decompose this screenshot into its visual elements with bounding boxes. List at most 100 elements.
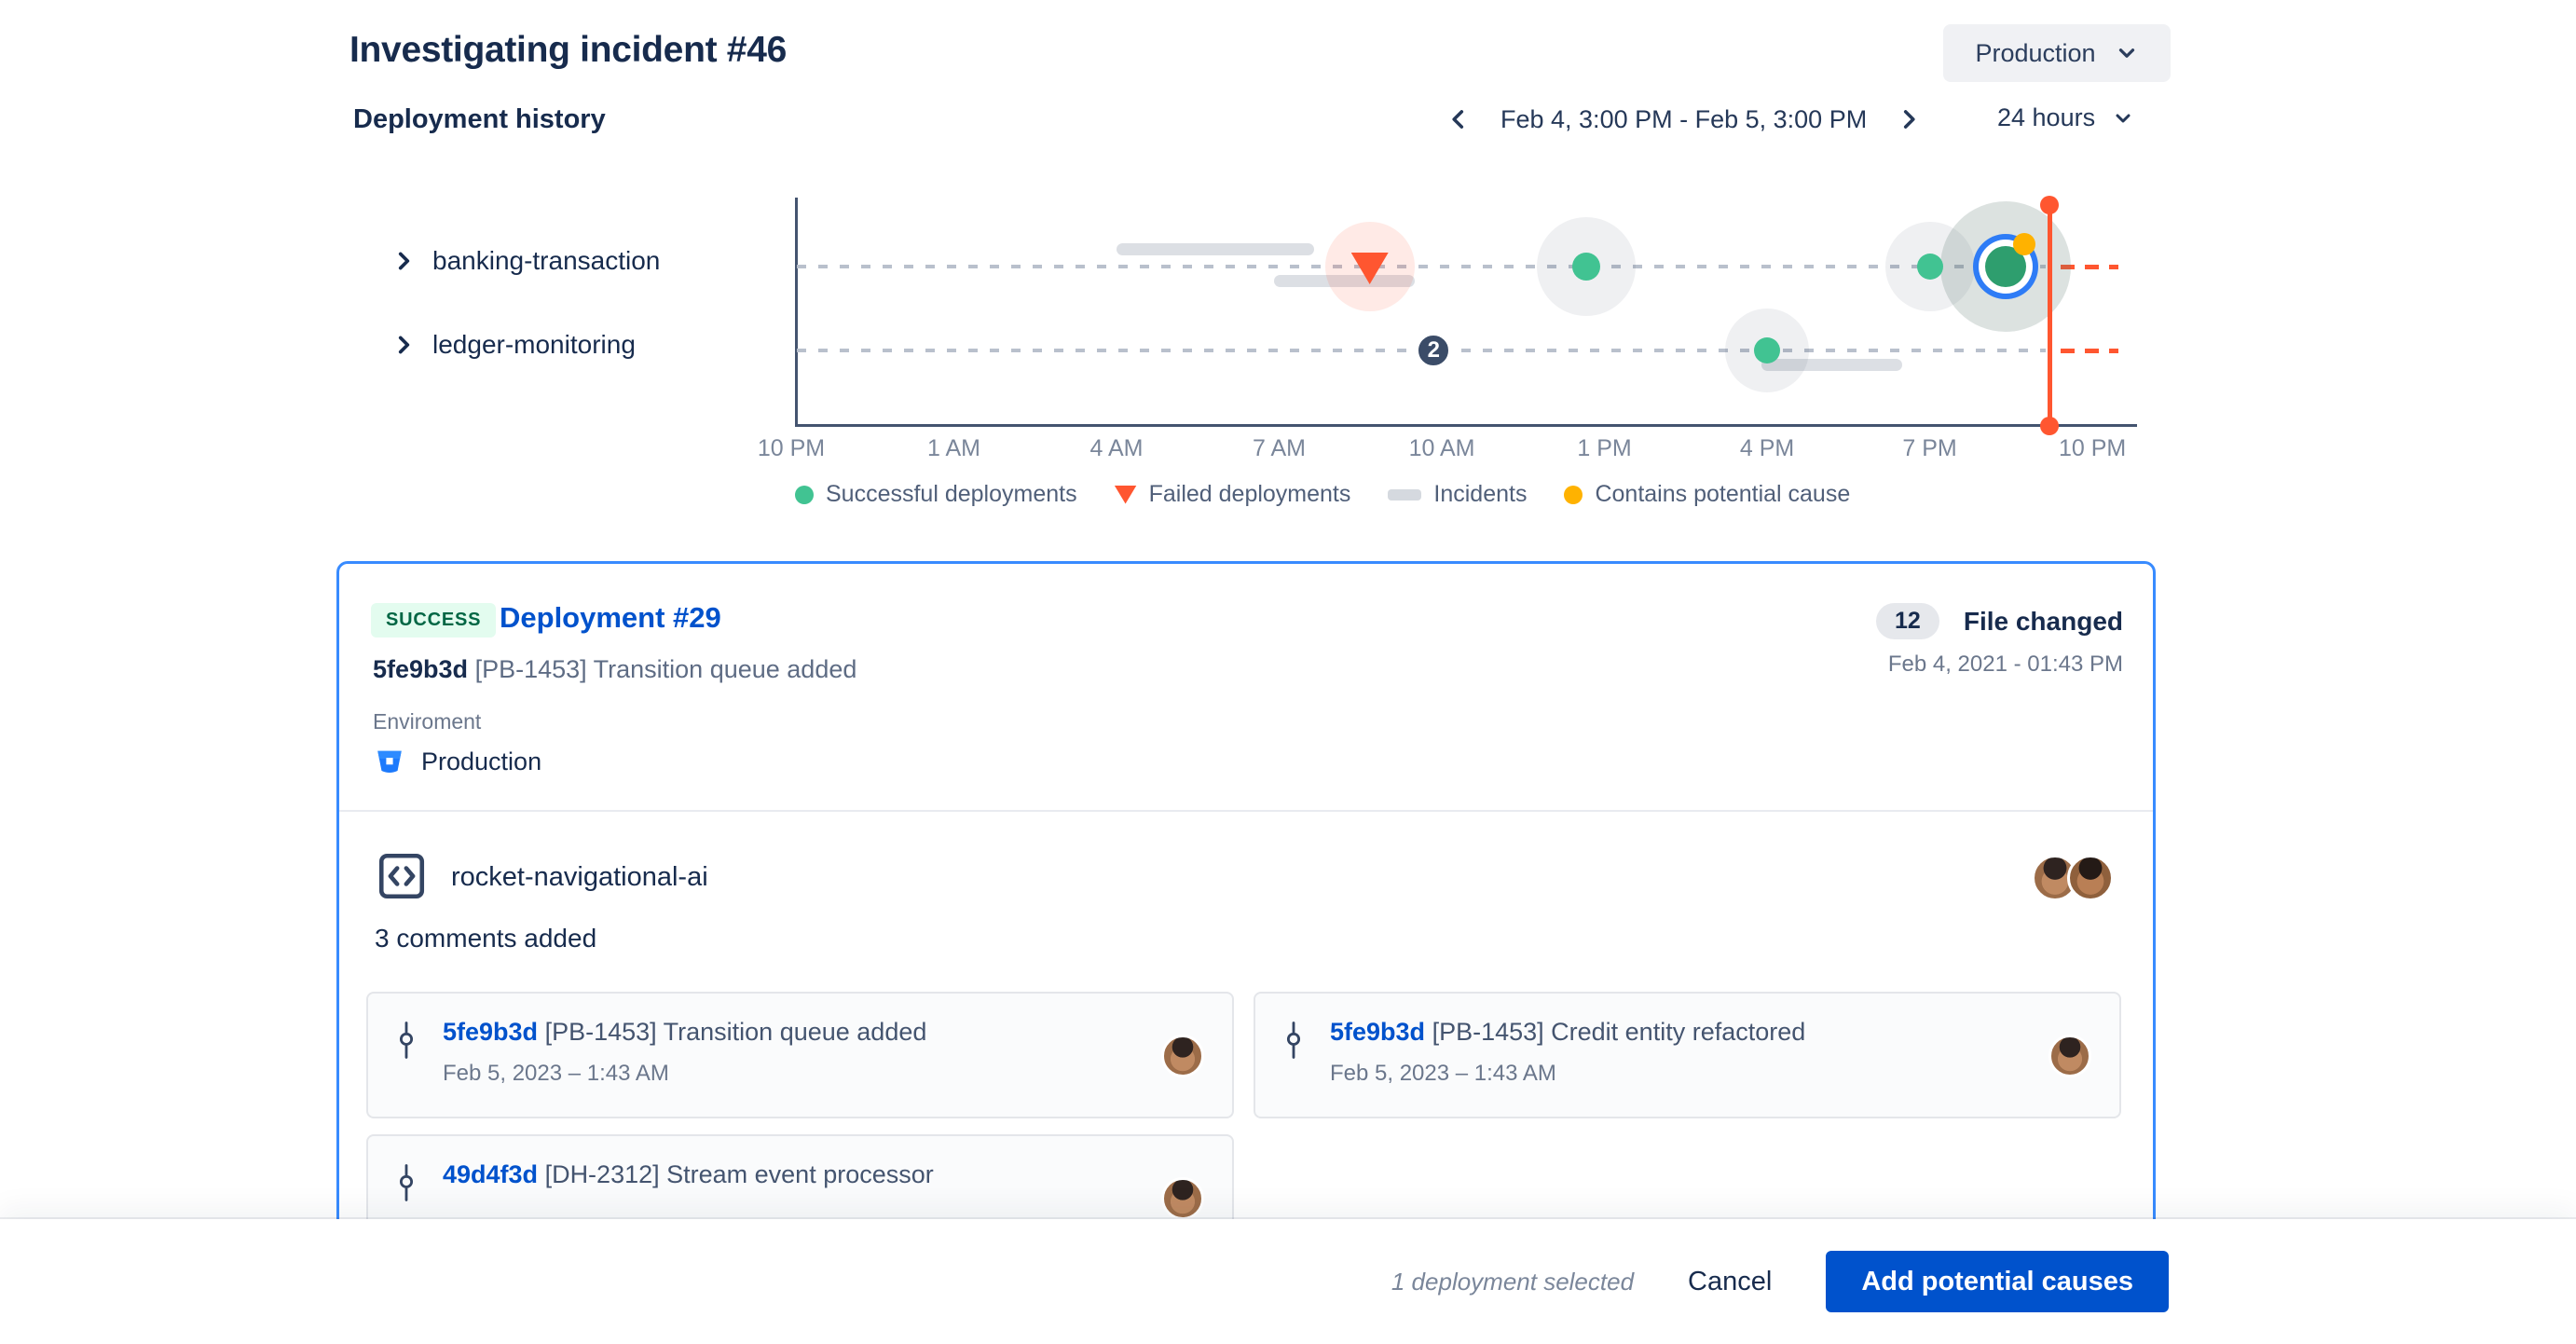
chart-x-tick-labels: 10 PM 1 AM 4 AM 7 AM 10 AM 1 PM 4 PM 7 PM 10 PM [758, 435, 2137, 465]
comments-summary: 3 comments added [375, 924, 597, 953]
row-gridline-alert [2061, 349, 2118, 353]
chevron-right-icon [1895, 106, 1921, 132]
red-triangle-icon [1114, 485, 1137, 504]
repository-code-icon [375, 849, 429, 903]
commit-line: 5fe9b3d [PB-1453] Transition queue added [443, 1018, 926, 1047]
commit-message: [PB-1453] Transition queue added [474, 655, 857, 683]
commit-line: 49d4f3d [DH-2312] Stream event processor [443, 1160, 934, 1189]
avatar[interactable] [1161, 1177, 1204, 1220]
axis-tick-label: 7 AM [1253, 435, 1307, 461]
commit-line: 5fe9b3d [PB-1453] Credit entity refactor… [1330, 1018, 1805, 1047]
page-title: Investigating incident #46 [349, 30, 787, 70]
commit-message: [DH-2312] Stream event processor [544, 1160, 934, 1188]
git-commit-icon [1281, 1022, 1306, 1059]
commit-hash-link[interactable]: 49d4f3d [443, 1160, 539, 1188]
yellow-dot-icon [1564, 485, 1583, 504]
range-duration-value: 24 hours [1997, 103, 2096, 131]
environment-selector-dropdown[interactable]: Production [1943, 24, 2171, 82]
axis-tick-label: 7 PM [1902, 435, 1957, 461]
contributor-avatars [2032, 855, 2114, 901]
files-changed-row: 12 File changed [1875, 603, 2123, 639]
repository-name: rocket-navigational-ai [451, 862, 708, 892]
service-row-ledger-monitoring[interactable]: ledger-monitoring [391, 330, 636, 360]
row-gridline [797, 265, 2046, 268]
legend-label: Contains potential cause [1595, 481, 1851, 507]
incident-time-marker-dot [2039, 417, 2059, 435]
card-divider [339, 810, 2153, 812]
successful-deployment-marker[interactable] [1916, 254, 1943, 280]
date-range-navigator: Feb 4, 3:00 PM - Feb 5, 3:00 PM [1443, 103, 1925, 136]
commit-hash-link[interactable]: 5fe9b3d [1330, 1018, 1426, 1046]
legend-item-successful: Successful deployments [795, 481, 1077, 508]
section-title: Deployment history [353, 104, 606, 134]
axis-tick-label: 10 AM [1408, 435, 1475, 461]
range-duration-dropdown[interactable]: 24 hours [1992, 103, 2140, 133]
selection-summary: 1 deployment selected [1391, 1267, 1635, 1296]
selected-deployment-card: SUCCESS Deployment #29 5fe9b3d [PB-1453]… [336, 561, 2156, 1261]
deployment-title-link[interactable]: Deployment #29 [500, 601, 721, 634]
commit-card[interactable]: 5fe9b3d [PB-1453] Credit entity refactor… [1254, 992, 2121, 1118]
action-footer: 1 deployment selected Cancel Add potenti… [0, 1219, 2576, 1344]
next-range-button[interactable] [1891, 103, 1925, 136]
chart-y-axis [795, 198, 798, 426]
service-label: banking-transaction [432, 246, 661, 275]
incident-time-marker-line [2047, 203, 2052, 426]
cancel-button[interactable]: Cancel [1682, 1257, 1777, 1307]
legend-item-potential-cause: Contains potential cause [1564, 481, 1850, 508]
date-range-label: Feb 4, 3:00 PM - Feb 5, 3:00 PM [1500, 104, 1868, 133]
commit-hash: 5fe9b3d [373, 655, 469, 683]
status-badge: SUCCESS [371, 603, 497, 638]
previous-range-button[interactable] [1443, 103, 1476, 136]
git-commit-icon [394, 1164, 418, 1201]
environment-selector-value: Production [1975, 38, 2096, 67]
chart-legend: Successful deployments Failed deployment… [795, 481, 1850, 508]
incident-time-marker-dot [2039, 196, 2059, 214]
incident-bar [1117, 243, 1315, 255]
deployment-timeline-plot: 2 [795, 196, 2137, 435]
git-commit-icon [394, 1022, 418, 1059]
avatar[interactable] [2067, 855, 2114, 901]
avatar[interactable] [1161, 1035, 1204, 1077]
chevron-right-icon [391, 249, 416, 273]
chevron-left-icon [1446, 106, 1473, 132]
chevron-right-icon [391, 333, 416, 357]
axis-tick-label: 1 PM [1577, 435, 1632, 461]
row-gridline-alert [2061, 265, 2118, 269]
incident-bar [1761, 359, 1903, 371]
gray-bar-icon [1388, 488, 1422, 501]
commit-date: Feb 5, 2023 – 1:43 AM [1330, 1061, 1556, 1086]
service-row-banking-transaction[interactable]: banking-transaction [391, 246, 660, 276]
chart-x-axis [795, 424, 2137, 427]
avatar[interactable] [2048, 1035, 2091, 1077]
deployment-cluster-badge[interactable]: 2 [1415, 332, 1453, 369]
add-potential-causes-button[interactable]: Add potential causes [1826, 1251, 2169, 1312]
commit-message: [PB-1453] Credit entity refactored [1432, 1018, 1806, 1046]
chevron-down-icon [2112, 107, 2134, 130]
commit-date: Feb 5, 2023 – 1:43 AM [443, 1061, 669, 1086]
commit-card[interactable]: 5fe9b3d [PB-1453] Transition queue added… [366, 992, 1234, 1118]
successful-deployment-marker[interactable] [1571, 253, 1600, 281]
legend-item-failed: Failed deployments [1114, 481, 1351, 508]
environment-value: Production [421, 747, 542, 775]
axis-tick-label: 10 PM [2058, 435, 2127, 461]
legend-label: Incidents [1433, 481, 1528, 507]
axis-tick-label: 4 PM [1739, 435, 1795, 461]
files-changed-count-badge: 12 [1875, 603, 1939, 639]
environment-field-label: Enviroment [373, 709, 482, 734]
legend-label: Successful deployments [826, 481, 1077, 507]
commit-hash-link[interactable]: 5fe9b3d [443, 1018, 539, 1046]
environment-value-row: Production [373, 745, 541, 778]
axis-tick-label: 4 AM [1089, 435, 1144, 461]
files-changed-label: File changed [1963, 606, 2123, 636]
green-dot-icon [795, 485, 814, 504]
deployment-commit-line: 5fe9b3d [PB-1453] Transition queue added [373, 655, 856, 684]
legend-item-incidents: Incidents [1388, 481, 1527, 508]
legend-label: Failed deployments [1148, 481, 1351, 507]
chevron-down-icon [2115, 41, 2139, 65]
successful-deployment-marker[interactable] [1754, 337, 1781, 363]
axis-tick-label: 1 AM [927, 435, 980, 461]
bitbucket-bucket-icon [373, 745, 406, 778]
service-label: ledger-monitoring [432, 330, 636, 359]
deployment-timestamp: Feb 4, 2021 - 01:43 PM [1887, 651, 2123, 677]
